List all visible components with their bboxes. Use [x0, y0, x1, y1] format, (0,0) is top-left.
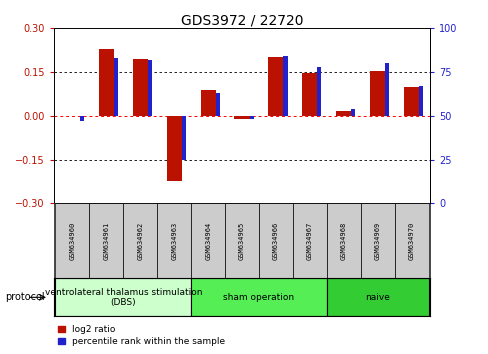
Text: GSM634969: GSM634969: [374, 222, 380, 260]
Bar: [55, 203, 89, 278]
Bar: [326, 278, 428, 316]
Bar: [191, 278, 326, 316]
Bar: [200, 90, 215, 116]
Bar: [385, 63, 388, 116]
Text: sham operation: sham operation: [223, 293, 294, 302]
Bar: [234, 116, 249, 119]
Bar: [292, 203, 326, 278]
Text: GSM634965: GSM634965: [239, 222, 244, 260]
Bar: [268, 57, 283, 116]
Bar: [394, 203, 428, 278]
Bar: [326, 203, 360, 278]
Bar: [418, 86, 422, 116]
Text: GSM634964: GSM634964: [204, 222, 211, 260]
Bar: [89, 203, 123, 278]
Bar: [369, 70, 385, 116]
Bar: [350, 109, 355, 116]
Text: GSM634961: GSM634961: [103, 222, 109, 260]
Bar: [80, 116, 84, 121]
Bar: [283, 56, 287, 116]
Text: GSM634962: GSM634962: [137, 222, 143, 260]
Text: ventrolateral thalamus stimulation
(DBS): ventrolateral thalamus stimulation (DBS): [44, 287, 202, 307]
Bar: [157, 203, 191, 278]
Bar: [215, 93, 219, 116]
Title: GDS3972 / 22720: GDS3972 / 22720: [181, 13, 303, 27]
Bar: [123, 203, 157, 278]
Text: GSM634970: GSM634970: [408, 222, 414, 260]
Bar: [259, 203, 292, 278]
Bar: [336, 110, 351, 116]
Bar: [99, 49, 114, 116]
Text: GSM634966: GSM634966: [272, 222, 279, 260]
Bar: [249, 116, 253, 119]
Bar: [114, 58, 118, 116]
Bar: [302, 73, 317, 116]
Bar: [166, 116, 182, 181]
Bar: [360, 203, 394, 278]
Text: GSM634960: GSM634960: [69, 222, 75, 260]
Text: protocol: protocol: [5, 292, 44, 302]
Text: GSM634963: GSM634963: [171, 222, 177, 260]
Legend: log2 ratio, percentile rank within the sample: log2 ratio, percentile rank within the s…: [58, 325, 224, 346]
Text: GSM634967: GSM634967: [306, 222, 312, 260]
Text: GSM634968: GSM634968: [340, 222, 346, 260]
Bar: [132, 59, 147, 116]
Bar: [317, 67, 321, 116]
Bar: [403, 87, 418, 116]
Bar: [224, 203, 259, 278]
Bar: [182, 116, 185, 160]
Bar: [147, 60, 151, 116]
Bar: [55, 278, 191, 316]
Bar: [191, 203, 224, 278]
Text: naive: naive: [365, 293, 389, 302]
